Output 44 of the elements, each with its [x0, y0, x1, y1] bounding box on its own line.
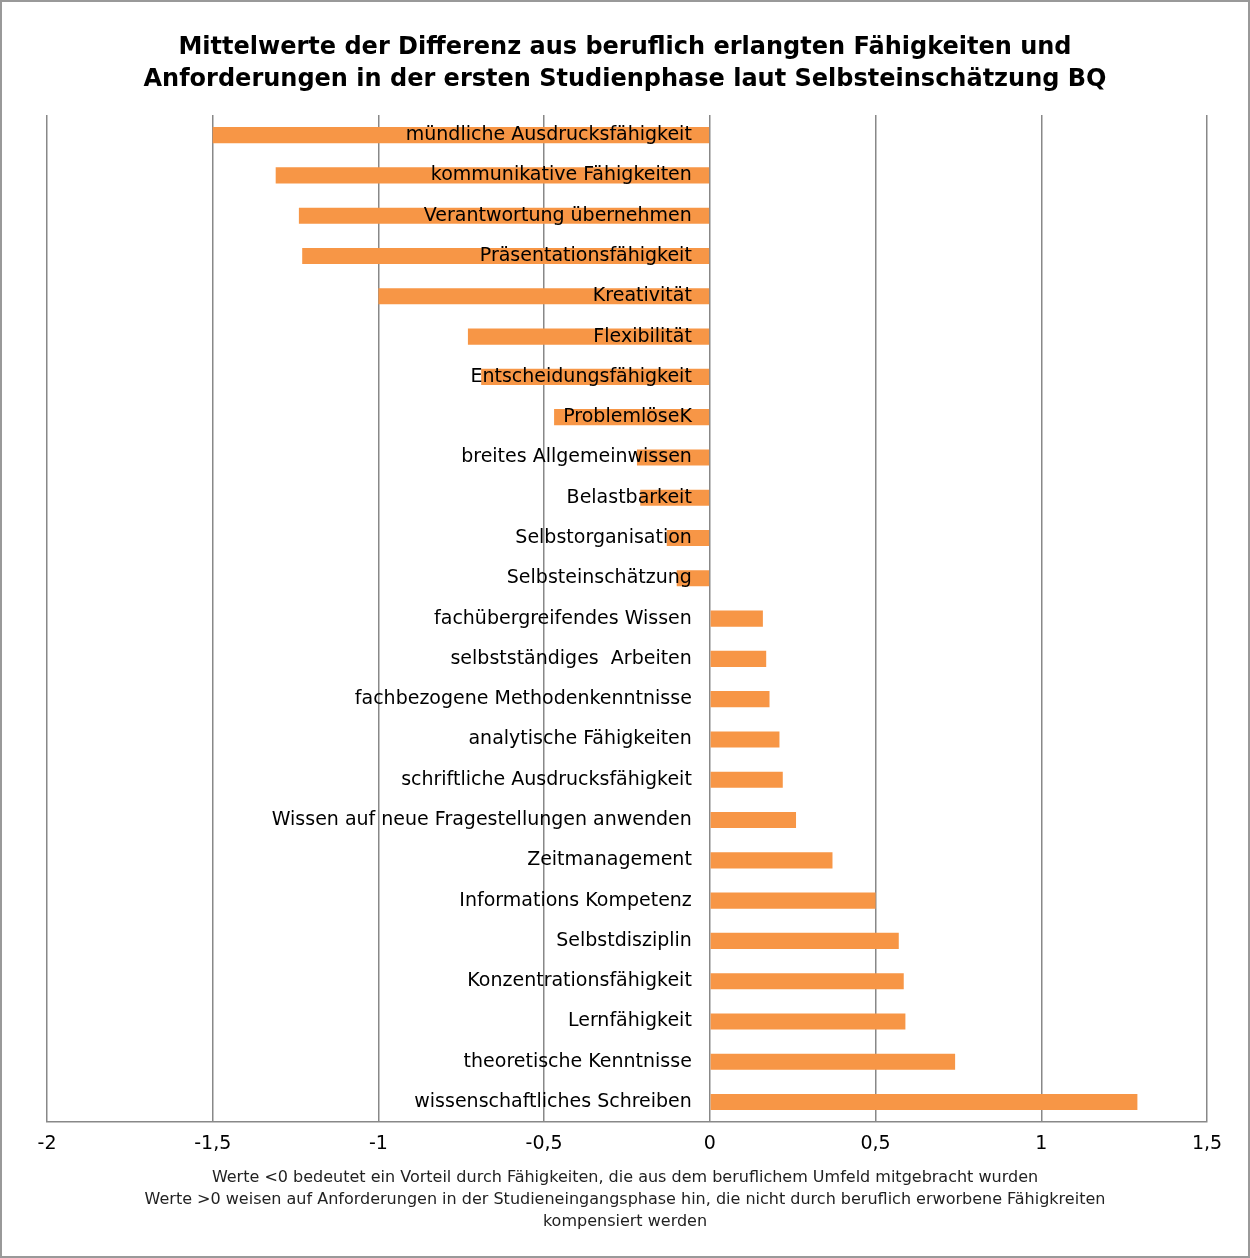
text: Werte >0 weisen auf Anforderungen in der Studieneingangsphase hin, die nicht durch beruflich erworbene Fähigkreiten kompensiert werden	[143, 1188, 1107, 1232]
bar	[710, 691, 770, 708]
y-tick-label: Selbstdisziplin	[556, 927, 692, 950]
x-tick-label: 0	[703, 1130, 716, 1153]
x-tick-label: -1,5	[194, 1130, 232, 1153]
bar	[710, 610, 763, 627]
y-tick-label: Flexibilität	[593, 323, 692, 346]
y-tick-label: mündliche Ausdrucksfähigkeit	[405, 122, 692, 145]
bar	[710, 852, 833, 869]
y-tick-label: analytische Fähigkeiten	[468, 726, 692, 749]
bar	[710, 1094, 1138, 1111]
y-tick-label: schriftliche Ausdrucksfähigkeit	[401, 766, 692, 789]
bar	[710, 731, 780, 748]
y-tick-label: Lernfähigkeit	[567, 1008, 692, 1031]
bar	[710, 771, 783, 788]
y-tick-label: theoretische Kenntnisse	[463, 1048, 692, 1071]
y-tick-label: selbstständiges Arbeiten	[450, 645, 692, 668]
y-tick-label: Zeitmanagement	[527, 847, 692, 870]
y-tick-label: Kreativität	[592, 283, 692, 306]
bar	[710, 650, 767, 667]
x-tick-label: 1	[1035, 1130, 1048, 1153]
x-tick-label: 1,5	[1191, 1130, 1223, 1153]
text: Werte <0 bedeutet ein Vorteil durch Fähigkeiten, die aus dem beruflichem Umfeld mitgebracht wurden	[210, 1166, 1040, 1188]
y-tick-label: Konzentrationsfähigkeit	[467, 968, 692, 991]
bar	[710, 932, 899, 949]
x-tick-label: 0,5	[860, 1130, 891, 1153]
bar	[710, 973, 904, 990]
x-tick-label: -1	[368, 1130, 388, 1153]
bar	[710, 892, 876, 909]
y-tick-label: Informations Kompetenz	[459, 887, 692, 910]
bar	[710, 1053, 956, 1070]
y-tick-label: fachbezogene Methodenkenntnisse	[354, 686, 692, 709]
y-tick-label: kommunikative Fähigkeiten	[430, 162, 692, 185]
chart-title: Mittelwerte der Differenz aus beruflich erlangten Fähigkeiten und Anforderungen in der ersten Studienphase laut Selbsteinschätzung BQ	[142, 31, 1108, 94]
y-tick-label: Wissen auf neue Fragestellungen anwenden	[271, 806, 692, 829]
bar	[710, 1013, 906, 1030]
y-tick-label: ProblemlöseK	[563, 404, 693, 427]
bar	[710, 811, 797, 829]
x-tick-label: -0,5	[525, 1130, 563, 1153]
y-tick-label: Verantwortung übernehmen	[423, 202, 692, 225]
y-tick-label: Präsentationsfähigkeit	[479, 242, 692, 265]
y-tick-label: fachübergreifendes Wissen	[434, 605, 692, 628]
x-tick-label: -2	[37, 1130, 57, 1153]
y-tick-label: wissenschaftliches Schreiben	[414, 1088, 692, 1111]
